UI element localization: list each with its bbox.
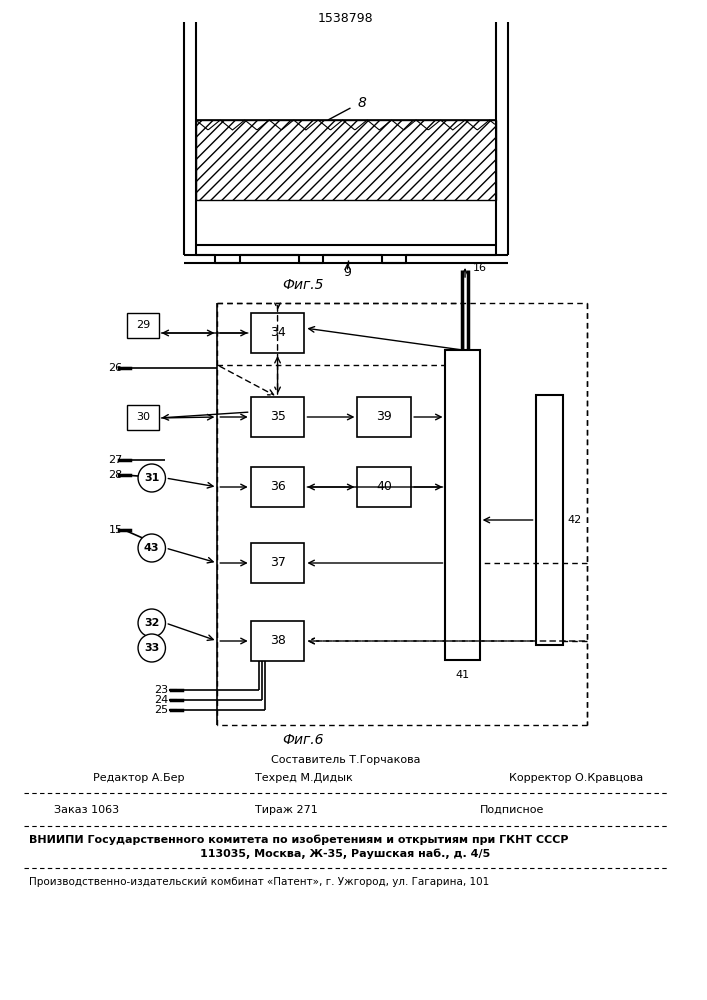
Text: 24: 24 [154, 695, 168, 705]
Text: Производственно-издательский комбинат «Патент», г. Ужгород, ул. Гагарина, 101: Производственно-издательский комбинат «П… [30, 877, 490, 887]
Text: 25: 25 [154, 705, 168, 715]
Bar [251, 621, 305, 661]
Circle shape [138, 634, 165, 662]
Text: Подписное: Подписное [480, 805, 544, 815]
Text: 36: 36 [269, 481, 286, 493]
Text: ВНИИПИ Государственного комитета по изобретениям и открытиям при ГКНТ СССР: ВНИИПИ Государственного комитета по изоб… [30, 835, 569, 845]
Text: 33: 33 [144, 643, 159, 653]
Bar [251, 543, 305, 583]
Bar [251, 313, 305, 353]
Text: 37: 37 [269, 556, 286, 570]
Bar [251, 397, 305, 437]
Text: Составитель Т.Горчакова: Составитель Т.Горчакова [271, 755, 421, 765]
Bar [357, 397, 411, 437]
Bar [251, 467, 305, 507]
Text: 8: 8 [358, 96, 367, 110]
Circle shape [138, 534, 165, 562]
Bar [445, 350, 480, 660]
Text: 15: 15 [108, 525, 122, 535]
Text: 113035, Москва, Ж-35, Раушская наб., д. 4/5: 113035, Москва, Ж-35, Раушская наб., д. … [201, 849, 491, 859]
Text: Фиг.5: Фиг.5 [283, 278, 325, 292]
Bar [535, 395, 563, 645]
Text: 30: 30 [136, 412, 150, 422]
Text: 43: 43 [144, 543, 160, 553]
Text: 27: 27 [108, 455, 122, 465]
Text: 31: 31 [144, 473, 160, 483]
Text: 28: 28 [108, 470, 122, 480]
Text: Заказ 1063: Заказ 1063 [54, 805, 119, 815]
Text: 32: 32 [144, 618, 160, 628]
Text: 34: 34 [269, 326, 286, 340]
Text: 29: 29 [136, 320, 150, 330]
Text: 40: 40 [376, 481, 392, 493]
Text: 9: 9 [344, 265, 351, 278]
Bar [196, 120, 496, 200]
Circle shape [138, 464, 165, 492]
Text: Корректор О.Кравцова: Корректор О.Кравцова [509, 773, 643, 783]
Circle shape [138, 609, 165, 637]
Text: 38: 38 [269, 635, 286, 648]
Text: 35: 35 [269, 410, 286, 424]
Text: Фиг.6: Фиг.6 [283, 733, 325, 747]
Text: Редактор А.Бер: Редактор А.Бер [93, 773, 185, 783]
Bar [127, 313, 158, 338]
Text: 23: 23 [154, 685, 168, 695]
Text: 41: 41 [455, 670, 469, 680]
Text: 39: 39 [376, 410, 392, 424]
Text: 42: 42 [568, 515, 582, 525]
Text: Тираж 271: Тираж 271 [255, 805, 317, 815]
Text: 26: 26 [108, 363, 122, 373]
Bar [357, 467, 411, 507]
Text: 16: 16 [473, 263, 487, 273]
Bar [127, 405, 158, 430]
Text: 1538798: 1538798 [317, 12, 373, 25]
Text: Техред М.Дидык: Техред М.Дидык [255, 773, 352, 783]
